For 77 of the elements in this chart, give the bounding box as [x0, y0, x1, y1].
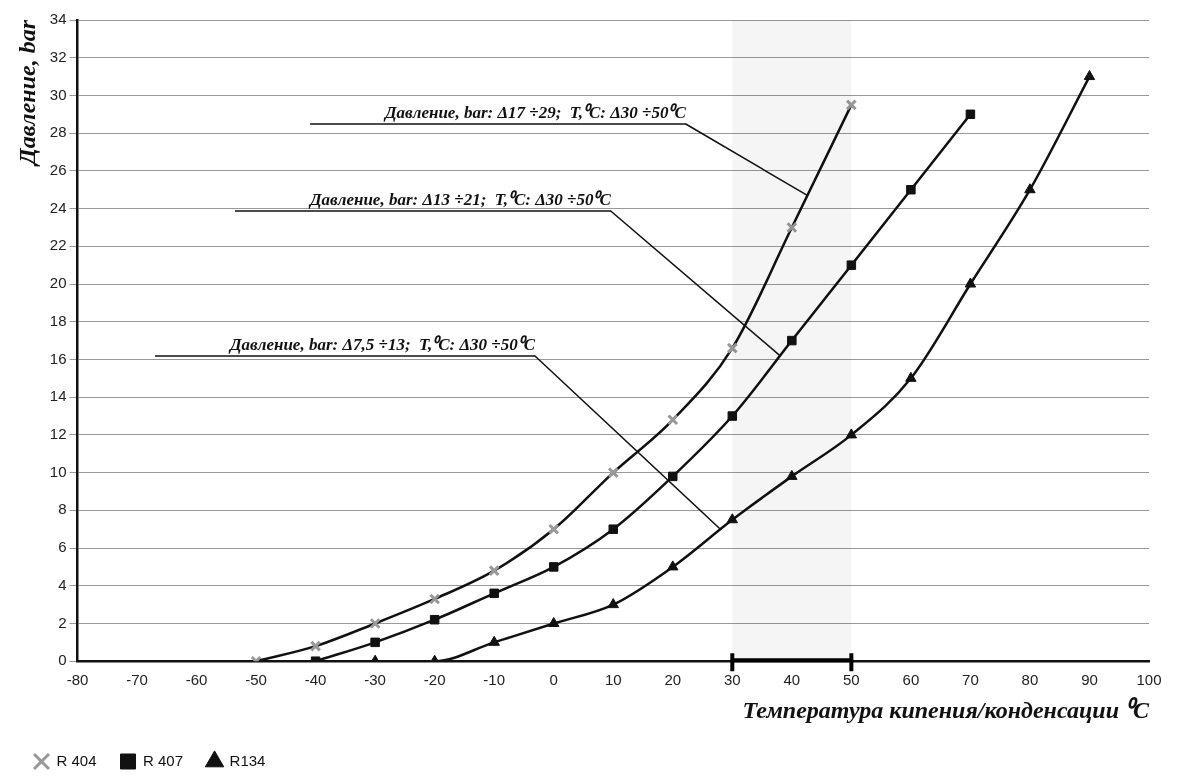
y-tick-label: 4 [58, 575, 67, 593]
y-tick-label: 24 [49, 198, 67, 216]
point [548, 562, 559, 572]
point [726, 513, 738, 524]
y-axis-title: Давление, bar [13, 19, 40, 167]
point [667, 560, 679, 571]
x-tick-label: 90 [1081, 671, 1098, 689]
y-tick-label: 34 [49, 10, 67, 28]
point [370, 637, 380, 648]
point [667, 414, 679, 426]
x-tick-label: 100 [1136, 671, 1162, 689]
point [488, 635, 500, 646]
point [428, 593, 441, 605]
y-tick-label: 6 [58, 538, 67, 556]
y-tick-label: 14 [49, 387, 67, 405]
x-tick-label: 20 [664, 671, 682, 689]
point [309, 640, 322, 652]
point [608, 524, 618, 534]
x-tick-label: 40 [783, 671, 801, 689]
x-tick-label: -40 [304, 671, 327, 689]
x-tick-label: -30 [364, 671, 386, 689]
x-tick-label: 10 [604, 671, 622, 689]
annotation: Давление, bar: Δ7,5 ÷13; T,⁰C: Δ30 ÷50⁰C [228, 335, 536, 354]
point [1024, 183, 1036, 194]
point [964, 277, 977, 288]
point [846, 260, 857, 270]
x-tick-label: -10 [483, 671, 506, 689]
y-tick-label: 10 [49, 462, 67, 480]
x-tick-label: -60 [185, 671, 208, 689]
y-tick-label: 2 [58, 613, 67, 631]
y-tick-label: 22 [49, 236, 67, 254]
point [607, 466, 619, 479]
x-tick-label: -20 [423, 671, 446, 689]
y-tick-label: 26 [49, 161, 67, 179]
point [548, 616, 560, 627]
point [429, 614, 440, 625]
x-tick-label: 70 [962, 671, 979, 689]
point [787, 335, 797, 346]
x-tick-label: -50 [245, 671, 267, 689]
y-tick-label: 32 [49, 47, 67, 65]
x-tick-label: 50 [843, 671, 860, 689]
point [369, 617, 381, 630]
x-tick-label: 60 [902, 671, 920, 689]
x-tick-label: 0 [549, 671, 558, 689]
y-tick-label: 12 [49, 425, 67, 443]
point [547, 523, 560, 535]
y-tick-label: 18 [49, 311, 67, 329]
point [845, 428, 858, 439]
point [668, 471, 678, 482]
annotation: Давление, bar: Δ17 ÷29; T,⁰C: Δ30 ÷50⁰C [383, 103, 687, 122]
y-tick-label: 28 [49, 123, 67, 141]
y-tick-label: 0 [58, 651, 67, 669]
point [727, 411, 738, 421]
point [965, 109, 976, 120]
point [726, 342, 739, 354]
point [905, 371, 917, 382]
point [607, 598, 619, 609]
x-tick-label: -70 [126, 671, 148, 689]
y-tick-label: 30 [49, 85, 67, 103]
legend-label: R 404 [56, 751, 97, 769]
point [1083, 70, 1096, 81]
point [845, 99, 858, 111]
y-tick-label: 16 [49, 349, 67, 367]
point [489, 588, 499, 599]
x-tick-label: 80 [1021, 671, 1039, 689]
x-axis-title: Температура кипения/конденсации ⁰C [742, 696, 1150, 723]
y-tick-label: 20 [49, 274, 67, 292]
annotation: Давление, bar: Δ13 ÷21; T,⁰C: Δ30 ÷50⁰C [308, 190, 612, 209]
legend-label: R 407 [143, 751, 184, 769]
y-tick-label: 8 [58, 500, 67, 518]
point [786, 221, 798, 234]
x-tick-label: 30 [723, 671, 741, 689]
legend-label: R134 [229, 751, 266, 769]
x-tick-label: -80 [66, 671, 89, 689]
point [906, 184, 916, 195]
point [786, 469, 798, 480]
point [488, 564, 500, 577]
